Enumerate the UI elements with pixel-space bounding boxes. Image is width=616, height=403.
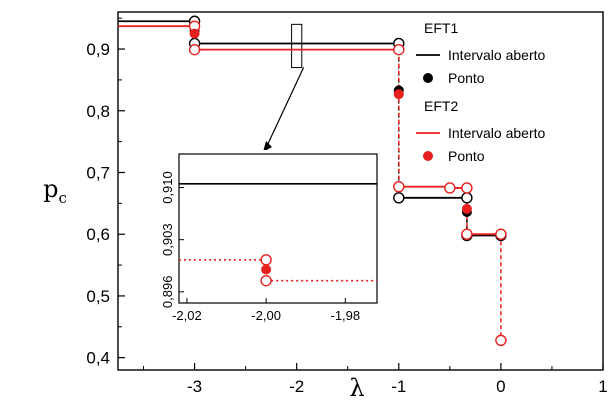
legend-group-title: EFT1 <box>424 20 458 36</box>
main-series-layer <box>118 15 507 347</box>
y-tick-label: 0,8 <box>86 102 110 121</box>
inset-y-tick-label: 0,896 <box>160 276 175 309</box>
legend-line-label: Intervalo aberto <box>448 125 545 141</box>
inset-series-2-filled-point <box>261 264 272 275</box>
x-tick-label: 0 <box>496 377 505 396</box>
inset-y-tick-label: 0,903 <box>160 223 175 256</box>
zoom-arrow-line <box>265 67 305 149</box>
legend-point-label: Ponto <box>448 148 485 164</box>
inset-series-2-open-point <box>260 254 272 266</box>
y-tick-label: 0,9 <box>86 40 110 59</box>
inset-y-tick-label: 0,910 <box>160 171 175 204</box>
inset-plot: -2,02 -2,00 -1,98 0,896 0,903 0,910 <box>160 150 381 323</box>
series-2-open-point <box>461 228 473 240</box>
series-2-open-point <box>188 43 201 56</box>
legend-point-swatch <box>423 151 433 161</box>
inset-frame <box>178 153 378 304</box>
inset-background <box>173 150 381 323</box>
legend: EFT1 Intervalo aberto Ponto EFT2 Intervalo a… <box>416 20 545 164</box>
inset-x-tick-label: -2,00 <box>251 308 281 323</box>
inset-x-tick-label: -1,98 <box>330 308 360 323</box>
series-2-open-point <box>393 43 405 56</box>
series-2-filled-point <box>461 203 472 214</box>
series-2-open-point <box>444 182 456 194</box>
legend-point-swatch <box>423 73 433 83</box>
series-2-filled-point <box>189 28 200 39</box>
inset-x-tick-label: -2,02 <box>172 308 202 323</box>
x-tick-label: -1 <box>391 377 406 396</box>
x-tick-label: -3 <box>187 377 202 396</box>
legend-point-label: Ponto <box>448 70 485 86</box>
axis-labels: λ pc <box>43 175 365 402</box>
series-2-filled-point <box>393 89 404 100</box>
series-2-open-point <box>393 180 405 193</box>
legend-line-label: Intervalo aberto <box>448 47 545 63</box>
legend-group-title: EFT2 <box>424 98 458 114</box>
series-2-open-point <box>495 228 507 240</box>
main-plot: -3 -2 -1 0 1 0,4 0,5 0,6 0,7 0,8 0,9 <box>86 11 608 396</box>
inset-series-2-open-point <box>260 274 272 287</box>
series-2-open-point <box>495 334 507 347</box>
x-tick-label: 1 <box>598 377 607 396</box>
y-tick-label: 0,6 <box>86 225 110 244</box>
series-1-open-point <box>393 192 405 204</box>
series-2-open-point <box>461 182 473 194</box>
main-plot-frame <box>117 11 604 371</box>
series-1-open-point <box>461 192 473 204</box>
y-tick-label: 0,5 <box>86 287 110 306</box>
x-axis-label: λ <box>349 374 364 402</box>
y-tick-label: 0,7 <box>86 163 110 182</box>
y-tick-label: 0,4 <box>86 349 110 368</box>
zoom-arrow-head <box>263 141 272 152</box>
zoom-box <box>291 23 303 69</box>
x-tick-label: -2 <box>289 377 304 396</box>
y-axis-label: pc <box>43 175 67 207</box>
